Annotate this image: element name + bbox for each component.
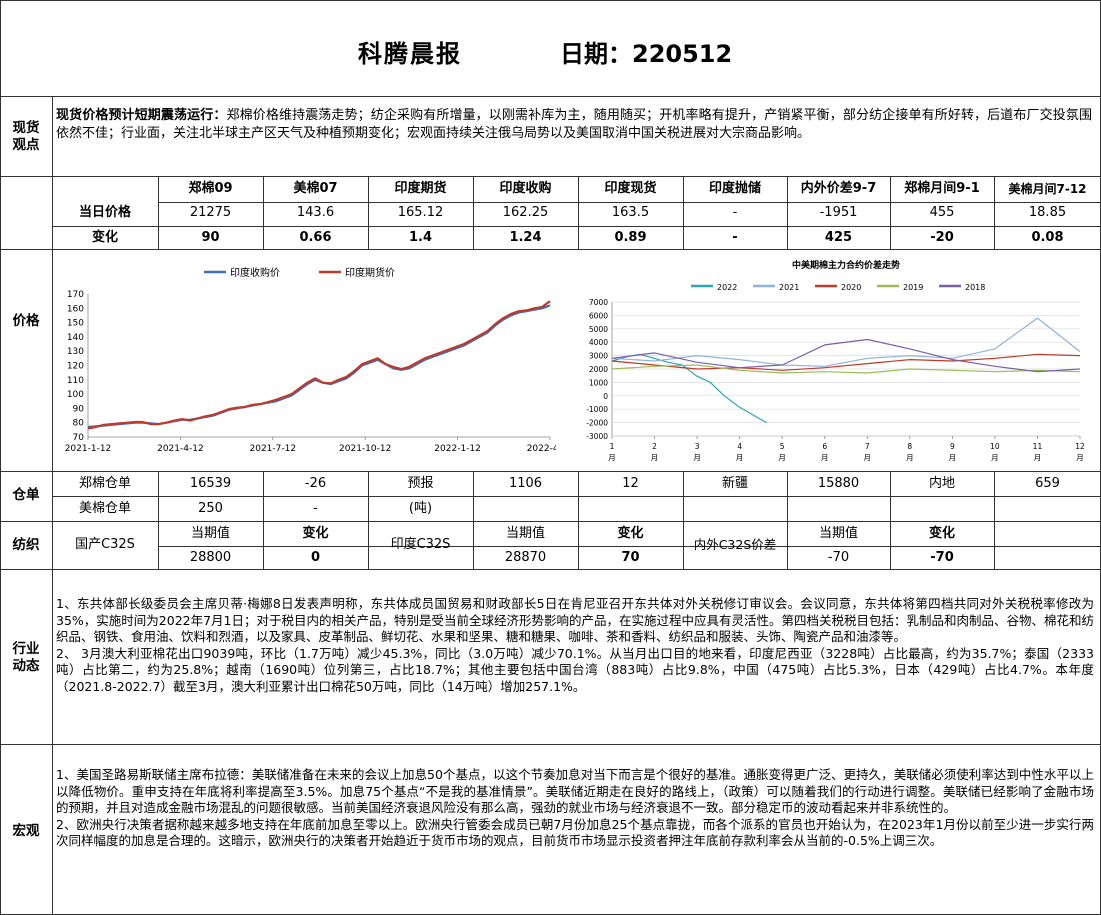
x-tick-label: 2 [652,442,657,451]
x-tick-label: 月 [991,453,999,462]
x-tick-label: 8 [907,442,912,451]
series-line [611,353,767,424]
x-tick-label: 5 [780,442,785,451]
divider [0,471,1101,472]
industry-news-1: 1、东共体部长级委员会主席贝蒂·梅娜8日发表声明称，东共体成员国贸易和财政部长5… [56,596,1095,645]
label-divider [52,96,53,915]
y-tick-label: 100 [67,390,84,400]
y-tick-label: -2000 [586,419,608,428]
section-label-industry: 行业 动态 [12,641,40,674]
divider [0,521,1101,522]
y-tick-label: 90 [73,404,85,414]
section-label-warehouse: 仓单 [12,487,40,503]
legend-label: 印度期货价 [345,266,395,279]
y-tick-label: 2000 [589,365,608,374]
divider [0,176,1101,177]
x-tick-label: 9 [950,442,955,451]
x-tick-label: 2021-7-12 [250,444,297,454]
y-tick-label: 7000 [589,298,608,307]
section-label-spot: 现货 观点 [12,120,40,153]
divider [52,496,1101,497]
series-line [87,304,551,429]
spot-view-text: 现货价格预计短期震荡运行：郑棉价格维持震荡走势；纺企采购有所增量，以刚需补库为主… [56,108,1092,141]
x-tick-label: 7 [865,442,870,451]
legend-label: 2022 [717,283,737,292]
series-line [611,353,1081,371]
macro-news-2: 2、欧洲央行决策者据称越来越多地支持在年底前加息至零以上。欧洲央行管委会成员已朝… [56,816,1094,849]
x-tick-label: 4 [737,442,742,451]
x-tick-label: 3 [695,442,700,451]
divider [0,249,1101,250]
y-tick-label: 0 [603,392,608,401]
y-tick-label: 140 [67,333,84,343]
x-tick-label: 月 [1076,453,1084,462]
x-tick-label: 月 [778,453,786,462]
y-tick-label: 170 [67,290,84,300]
india-price-chart: 印度收购价 印度期货价 70 80 90 100 110 120 130 140 150 160 170… [65,266,556,454]
legend-label: 2020 [841,283,861,292]
y-tick-label: 4000 [589,338,608,347]
x-tick-label: 月 [949,453,957,462]
x-tick-label: 12 [1075,442,1085,451]
y-tick-label: 6000 [589,311,608,320]
divider [52,226,1101,227]
report-date: 日期：220512 [560,40,733,68]
y-tick-label: 1000 [589,378,608,387]
section-label-price: 价格 [12,313,40,329]
x-tick-label: 月 [906,453,914,462]
y-tick-label: 5000 [589,325,608,334]
section-label-yarn: 纺织 [12,537,40,553]
x-tick-label: 1 [610,442,615,451]
divider [0,96,1101,97]
x-tick-label: 2021-10-12 [339,444,391,454]
x-tick-label: 11 [1033,442,1043,451]
series-line [611,338,1081,373]
series-line [87,300,551,430]
industry-news: 1、东共体部长级委员会主席贝蒂·梅娜8日发表声明称，东共体成员国贸易和财政部长5… [56,596,1094,696]
divider [0,744,1101,745]
legend-label: 2019 [903,283,923,292]
x-tick-label: 2021-1-12 [65,444,112,454]
divider [158,202,1101,203]
x-tick-label: 10 [990,442,1000,451]
x-tick-label: 月 [736,453,744,462]
y-tick-label: -1000 [586,405,608,414]
x-tick-label: 月 [608,453,616,462]
series-line [611,364,1081,374]
series-line [611,317,1081,367]
x-tick-label: 2022-1-12 [434,444,481,454]
y-tick-label: 130 [67,347,84,357]
y-tick-label: 150 [67,319,84,329]
divider [0,569,1101,570]
industry-news-2: 2、 3月澳大利亚棉花出口9039吨，环比（1.7万吨）减少45.3%，同比（3… [56,645,1094,694]
legend-label: 2018 [965,283,985,292]
x-tick-label: 6 [822,442,827,451]
x-tick-label: 月 [1034,453,1042,462]
legend-label: 2021 [779,283,799,292]
x-tick-label: 2021-4-12 [157,444,204,454]
y-tick-label: 160 [67,304,84,314]
y-tick-label: 3000 [589,352,608,361]
x-tick-label: 月 [693,453,701,462]
y-tick-label: 80 [73,419,85,429]
x-tick-label: 2022-4-12 [527,444,556,454]
section-label-macro: 宏观 [12,823,40,839]
macro-news: 1、美国圣路易斯联储主席布拉德：美联储准备在未来的会议上加息50个基点，以这个节… [56,767,1094,850]
divider [158,546,1101,547]
x-tick-label: 月 [864,453,872,462]
x-tick-label: 月 [821,453,829,462]
report-title: 科腾晨报 [358,40,462,68]
chart-title: 中美期棉主力合约价差走势 [792,259,900,271]
y-tick-label: 120 [67,362,84,372]
macro-news-1: 1、美国圣路易斯联储主席布拉德：美联储准备在未来的会议上加息50个基点，以这个节… [56,767,1094,816]
y-tick-label: 110 [67,376,84,386]
y-tick-label: -3000 [586,432,608,441]
legend-label: 印度收购价 [230,266,280,279]
y-tick-label: 70 [73,433,85,443]
x-tick-label: 月 [651,453,659,462]
